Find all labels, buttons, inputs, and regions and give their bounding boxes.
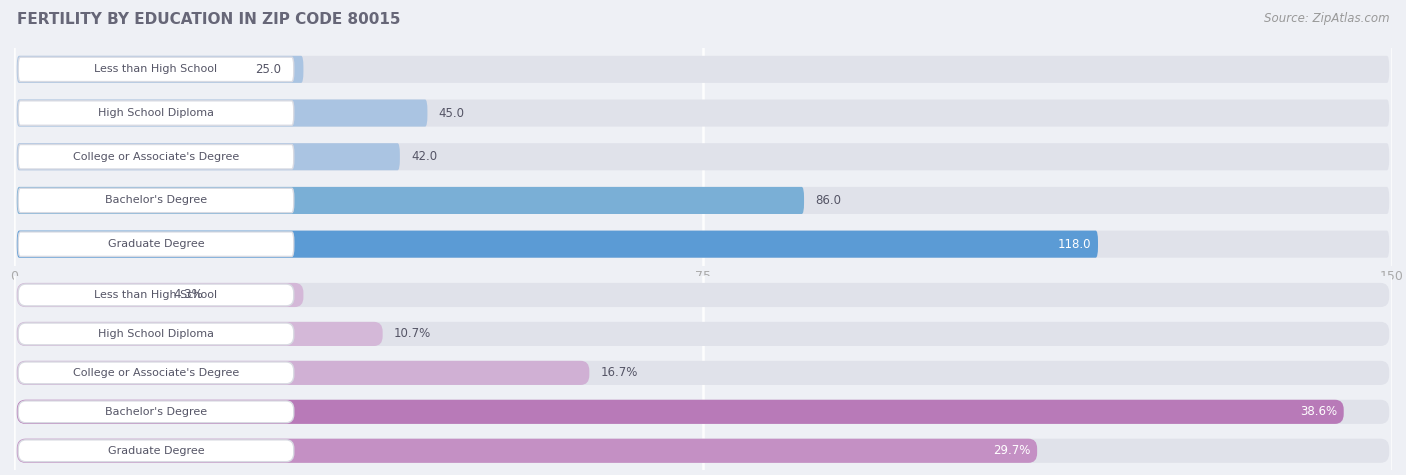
FancyBboxPatch shape: [17, 283, 1389, 307]
Text: 29.7%: 29.7%: [993, 444, 1031, 457]
FancyBboxPatch shape: [18, 232, 294, 256]
FancyBboxPatch shape: [17, 56, 1389, 83]
Text: Less than High School: Less than High School: [94, 64, 218, 75]
Text: Graduate Degree: Graduate Degree: [108, 239, 204, 249]
Text: College or Associate's Degree: College or Associate's Degree: [73, 368, 239, 378]
FancyBboxPatch shape: [17, 230, 1389, 258]
FancyBboxPatch shape: [17, 283, 304, 307]
Text: College or Associate's Degree: College or Associate's Degree: [73, 152, 239, 162]
FancyBboxPatch shape: [18, 440, 294, 462]
FancyBboxPatch shape: [18, 401, 294, 423]
Text: 42.0: 42.0: [411, 150, 437, 163]
FancyBboxPatch shape: [18, 284, 294, 306]
FancyBboxPatch shape: [17, 99, 427, 127]
FancyBboxPatch shape: [18, 57, 294, 82]
FancyBboxPatch shape: [17, 187, 804, 214]
Text: High School Diploma: High School Diploma: [98, 108, 214, 118]
FancyBboxPatch shape: [17, 99, 1389, 127]
FancyBboxPatch shape: [17, 143, 1389, 171]
Text: Source: ZipAtlas.com: Source: ZipAtlas.com: [1264, 12, 1389, 25]
FancyBboxPatch shape: [17, 361, 1389, 385]
Text: High School Diploma: High School Diploma: [98, 329, 214, 339]
FancyBboxPatch shape: [17, 187, 1389, 214]
FancyBboxPatch shape: [17, 361, 589, 385]
FancyBboxPatch shape: [18, 188, 294, 213]
Text: Bachelor's Degree: Bachelor's Degree: [105, 195, 207, 206]
Text: Bachelor's Degree: Bachelor's Degree: [105, 407, 207, 417]
FancyBboxPatch shape: [17, 400, 1344, 424]
FancyBboxPatch shape: [17, 439, 1038, 463]
FancyBboxPatch shape: [17, 56, 304, 83]
FancyBboxPatch shape: [18, 323, 294, 345]
Text: 86.0: 86.0: [815, 194, 841, 207]
Text: FERTILITY BY EDUCATION IN ZIP CODE 80015: FERTILITY BY EDUCATION IN ZIP CODE 80015: [17, 12, 401, 27]
Text: 10.7%: 10.7%: [394, 327, 430, 341]
Text: 16.7%: 16.7%: [600, 366, 638, 380]
FancyBboxPatch shape: [17, 439, 1389, 463]
FancyBboxPatch shape: [18, 144, 294, 169]
Text: 118.0: 118.0: [1057, 238, 1091, 251]
Text: 38.6%: 38.6%: [1299, 405, 1337, 418]
FancyBboxPatch shape: [18, 362, 294, 384]
Text: 45.0: 45.0: [439, 106, 464, 120]
FancyBboxPatch shape: [17, 322, 382, 346]
Text: 4.3%: 4.3%: [173, 288, 202, 302]
FancyBboxPatch shape: [17, 400, 1389, 424]
Text: Graduate Degree: Graduate Degree: [108, 446, 204, 456]
Text: 25.0: 25.0: [254, 63, 281, 76]
FancyBboxPatch shape: [18, 101, 294, 125]
FancyBboxPatch shape: [17, 230, 1098, 258]
Text: Less than High School: Less than High School: [94, 290, 218, 300]
FancyBboxPatch shape: [17, 143, 399, 171]
FancyBboxPatch shape: [17, 322, 1389, 346]
